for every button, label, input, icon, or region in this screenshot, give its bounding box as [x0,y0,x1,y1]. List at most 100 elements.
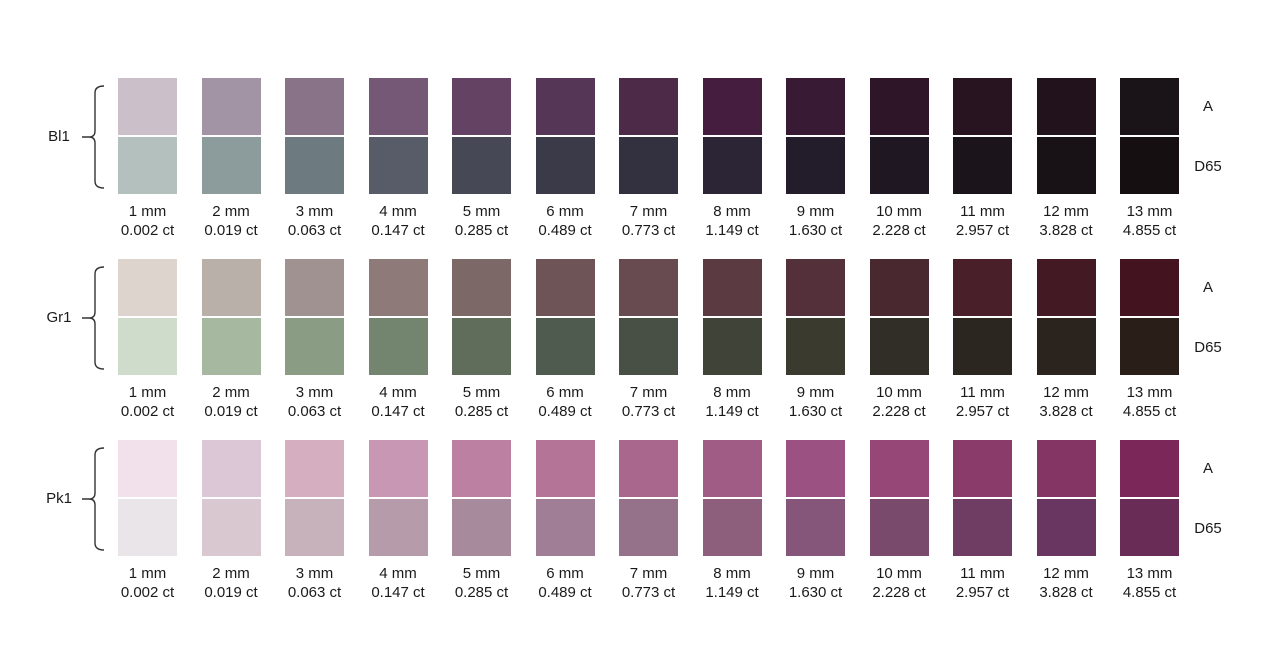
swatch-illuminant-a [285,78,344,135]
color-swatch [1036,440,1096,556]
swatch-divider [368,316,428,318]
size-mm-label: 9 mm [796,565,835,582]
swatch-illuminant-d65 [1120,137,1179,194]
color-swatch [702,259,762,375]
color-swatch [786,259,845,375]
swatch-illuminant-d65 [452,499,511,556]
swatch-illuminant-d65 [1036,137,1096,194]
color-swatch [118,259,177,375]
swatch-divider [535,497,595,499]
color-swatch [702,440,762,556]
size-caption: 8 mm 1.149 ct [690,202,774,240]
swatch-divider [201,135,261,137]
swatch-divider [452,135,511,137]
swatch-illuminant-a [1120,259,1179,316]
swatch-divider [535,316,595,318]
color-swatch [368,259,428,375]
size-caption: 10 mm 2.228 ct [857,383,941,421]
swatch-divider [953,316,1012,318]
size-mm-label: 11 mm [960,384,1005,401]
carat-label: 1.149 ct [705,584,759,601]
size-mm-label: 8 mm [713,203,751,220]
size-mm-label: 11 mm [960,203,1005,220]
size-mm-label: 3 mm [295,384,334,401]
size-mm-label: 7 mm [629,203,668,220]
size-mm-label: 6 mm [546,384,584,401]
swatch-illuminant-a [619,440,678,497]
swatch-illuminant-a [285,440,344,497]
swatch-illuminant-d65 [869,499,929,556]
swatch-divider [786,497,845,499]
color-swatch [869,259,929,375]
carat-label: 4.855 ct [1122,584,1177,601]
size-caption: 5 mm 0.285 ct [440,202,524,240]
size-mm-label: 1 mm [128,203,167,220]
swatch-divider [1120,497,1179,499]
carat-label: 0.489 ct [538,403,592,420]
swatch-illuminant-a [786,440,845,497]
swatch-illuminant-d65 [619,318,678,375]
carat-label: 3.828 ct [1039,403,1093,420]
size-mm-label: 2 mm [212,203,250,220]
swatch-divider [953,497,1012,499]
swatch-divider [452,497,511,499]
size-caption: 6 mm 0.489 ct [523,564,607,602]
size-mm-label: 4 mm [379,203,417,220]
bracket-icon [82,447,105,551]
size-caption: 8 mm 1.149 ct [690,564,774,602]
color-swatch [786,440,845,556]
color-swatch [368,440,428,556]
swatch-divider [368,135,428,137]
swatch-divider [118,497,177,499]
swatch-illuminant-d65 [452,318,511,375]
swatch-illuminant-d65 [869,318,929,375]
carat-label: 0.063 ct [287,403,342,420]
size-caption: 6 mm 0.489 ct [523,202,607,240]
swatch-illuminant-a [118,440,177,497]
illuminant-label-a: A [1202,279,1213,296]
carat-label: 2.957 ct [955,403,1010,420]
size-mm-label: 13 mm [1126,565,1173,582]
swatch-divider [619,316,678,318]
swatch-divider [201,316,261,318]
size-mm-label: 10 mm [876,565,922,582]
size-mm-label: 1 mm [128,565,167,582]
carat-label: 0.773 ct [621,403,676,420]
size-mm-label: 7 mm [629,384,668,401]
swatch-illuminant-d65 [702,137,762,194]
swatch-illuminant-a [201,78,261,135]
swatch-illuminant-a [786,259,845,316]
size-mm-label: 5 mm [462,384,501,401]
carat-label: 1.149 ct [705,403,759,420]
swatch-divider [118,316,177,318]
swatch-divider [869,316,929,318]
size-mm-label: 8 mm [713,565,751,582]
color-swatch [702,78,762,194]
swatch-divider [786,316,845,318]
carat-label: 2.228 ct [872,222,926,239]
bracket-icon [82,85,105,189]
swatch-illuminant-d65 [619,137,678,194]
size-caption: 8 mm 1.149 ct [690,383,774,421]
size-caption: 13 mm 4.855 ct [1108,383,1192,421]
swatch-illuminant-a [619,78,678,135]
size-mm-label: 2 mm [212,565,250,582]
color-swatch [285,440,344,556]
carat-label: 0.285 ct [454,403,509,420]
swatch-divider [285,316,344,318]
size-caption: 2 mm 0.019 ct [189,202,273,240]
swatch-illuminant-d65 [285,137,344,194]
swatch-illuminant-a [201,440,261,497]
swatch-illuminant-a [869,78,929,135]
size-mm-label: 10 mm [876,203,922,220]
swatch-illuminant-a [452,78,511,135]
size-caption: 1 mm 0.002 ct [106,383,190,421]
swatch-illuminant-d65 [368,318,428,375]
swatch-illuminant-d65 [452,137,511,194]
size-caption: 4 mm 0.147 ct [356,383,440,421]
carat-label: 1.630 ct [788,584,843,601]
swatch-divider [1036,135,1096,137]
size-caption: 1 mm 0.002 ct [106,202,190,240]
carat-label: 0.147 ct [371,584,425,601]
swatch-divider [953,135,1012,137]
